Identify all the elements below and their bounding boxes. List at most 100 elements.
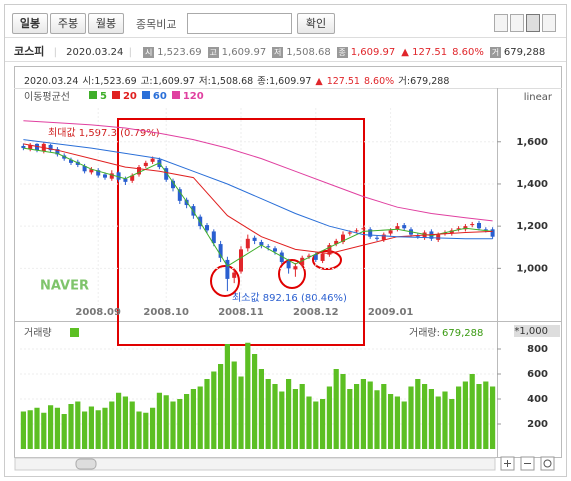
confirm-button[interactable]: 확인 <box>297 13 335 34</box>
legend-name: 거래량 <box>24 327 52 339</box>
candle-body <box>252 237 257 241</box>
volume-bar <box>313 401 319 449</box>
tool-icon[interactable] <box>526 14 540 32</box>
scrollbar[interactable] <box>14 457 496 471</box>
volume-bar <box>116 392 122 449</box>
volume-bar <box>88 406 94 449</box>
compare-input[interactable] <box>187 13 292 34</box>
candle-body <box>130 175 135 181</box>
volume-bar <box>224 344 230 449</box>
candle-body <box>164 168 169 180</box>
header-item: 127.51 <box>326 76 360 87</box>
volume-info-value: 679,288 <box>442 328 483 339</box>
candle-body <box>327 245 332 255</box>
candle-body <box>96 170 101 176</box>
legend-swatch <box>171 91 180 99</box>
volume-bar <box>54 407 60 449</box>
y-tick-label: 400 <box>527 394 548 405</box>
info-icon: 고 <box>207 46 219 58</box>
x-tick-label: 2008.10 <box>143 307 189 318</box>
volume-bar <box>408 386 414 449</box>
candle-body <box>137 167 141 175</box>
volume-bar <box>231 361 237 449</box>
volume-bar <box>340 374 346 449</box>
info-rate: 8.60% <box>452 47 484 58</box>
candle-body <box>177 189 182 201</box>
volume-bar <box>102 407 108 449</box>
legend: 5 20 60 120 <box>84 91 204 102</box>
candle-body <box>477 222 481 229</box>
volume-bar <box>68 404 74 449</box>
tool-icon[interactable] <box>510 14 524 32</box>
scroll-thumb[interactable] <box>75 458 97 470</box>
volume-bar <box>374 390 380 449</box>
candle-body <box>21 145 26 149</box>
button[interactable]: 월봉 <box>88 13 124 34</box>
tool-icon[interactable] <box>494 14 508 32</box>
unit-label: *1,000 <box>514 326 548 337</box>
candle-body <box>225 259 230 279</box>
x-tick-label: 2008.12 <box>293 307 339 318</box>
tool-icon[interactable] <box>542 14 556 32</box>
info-icon: 거 <box>489 46 501 58</box>
volume-bar <box>34 407 40 449</box>
candle-body <box>35 143 39 151</box>
highlight-box <box>117 118 365 346</box>
ma-line <box>23 139 493 240</box>
tool-icons <box>494 14 556 32</box>
header-item: 시:1,523.69 <box>82 76 137 87</box>
ma-line <box>23 147 493 267</box>
volume-bar <box>299 384 305 449</box>
max-annotation: 최대값 1,597.3 (0.79%) <box>48 127 160 139</box>
volume-bar <box>326 386 332 449</box>
candle-body <box>456 228 461 230</box>
candle-body <box>143 162 148 167</box>
watermark: NAVER <box>40 279 89 294</box>
volume-bar <box>27 410 33 449</box>
volume-bar <box>61 414 67 449</box>
volume-bar <box>360 379 366 449</box>
volume-bar <box>238 376 244 449</box>
candle-body <box>293 266 298 270</box>
volume-bar <box>170 401 176 449</box>
volume-bar <box>462 381 468 449</box>
candle-body <box>368 229 373 237</box>
volume-legend-swatch <box>70 328 79 337</box>
candle-body <box>123 178 128 182</box>
y-tick-label: 600 <box>527 369 548 380</box>
chart-header: 2020.03.24 시:1,523.69 고:1,609.97 저:1,508.68… <box>24 73 453 87</box>
y-tick-label: 1,600 <box>516 137 548 148</box>
button[interactable]: 주봉 <box>50 13 86 34</box>
candle-body <box>307 255 311 257</box>
volume-bar <box>156 392 162 449</box>
reset[interactable] <box>540 456 555 471</box>
volume-bar <box>109 401 115 449</box>
volume-bar <box>265 379 271 449</box>
x-tick-label: 2008.11 <box>218 307 264 318</box>
reset-icon <box>543 459 552 468</box>
volume-bar <box>258 369 264 449</box>
y-tick-label: 1,000 <box>516 263 548 274</box>
volume-bar <box>197 386 203 449</box>
volume-bar <box>75 401 81 449</box>
volume-bar <box>428 389 434 449</box>
volume-bar <box>136 411 142 449</box>
highlight-circle <box>278 259 306 289</box>
info-change: ▲ 127.51 <box>401 47 448 58</box>
x-tick-label: 2008.09 <box>75 307 121 318</box>
candle-body <box>415 235 420 237</box>
min-annotation: 최소값 892.16 (80.46%) <box>232 292 347 304</box>
candle-body <box>286 260 291 269</box>
candle-body <box>490 229 495 237</box>
volume-bar <box>476 384 482 449</box>
volume-bar <box>82 411 88 449</box>
volume-bar <box>41 412 47 449</box>
candle-body <box>402 225 407 229</box>
candle-body <box>273 248 277 252</box>
legend-label: 20 <box>122 91 137 102</box>
legend-swatch <box>89 91 97 99</box>
volume-bar <box>483 381 489 449</box>
candle-body <box>395 226 400 230</box>
button[interactable]: 일봉 <box>12 13 48 34</box>
